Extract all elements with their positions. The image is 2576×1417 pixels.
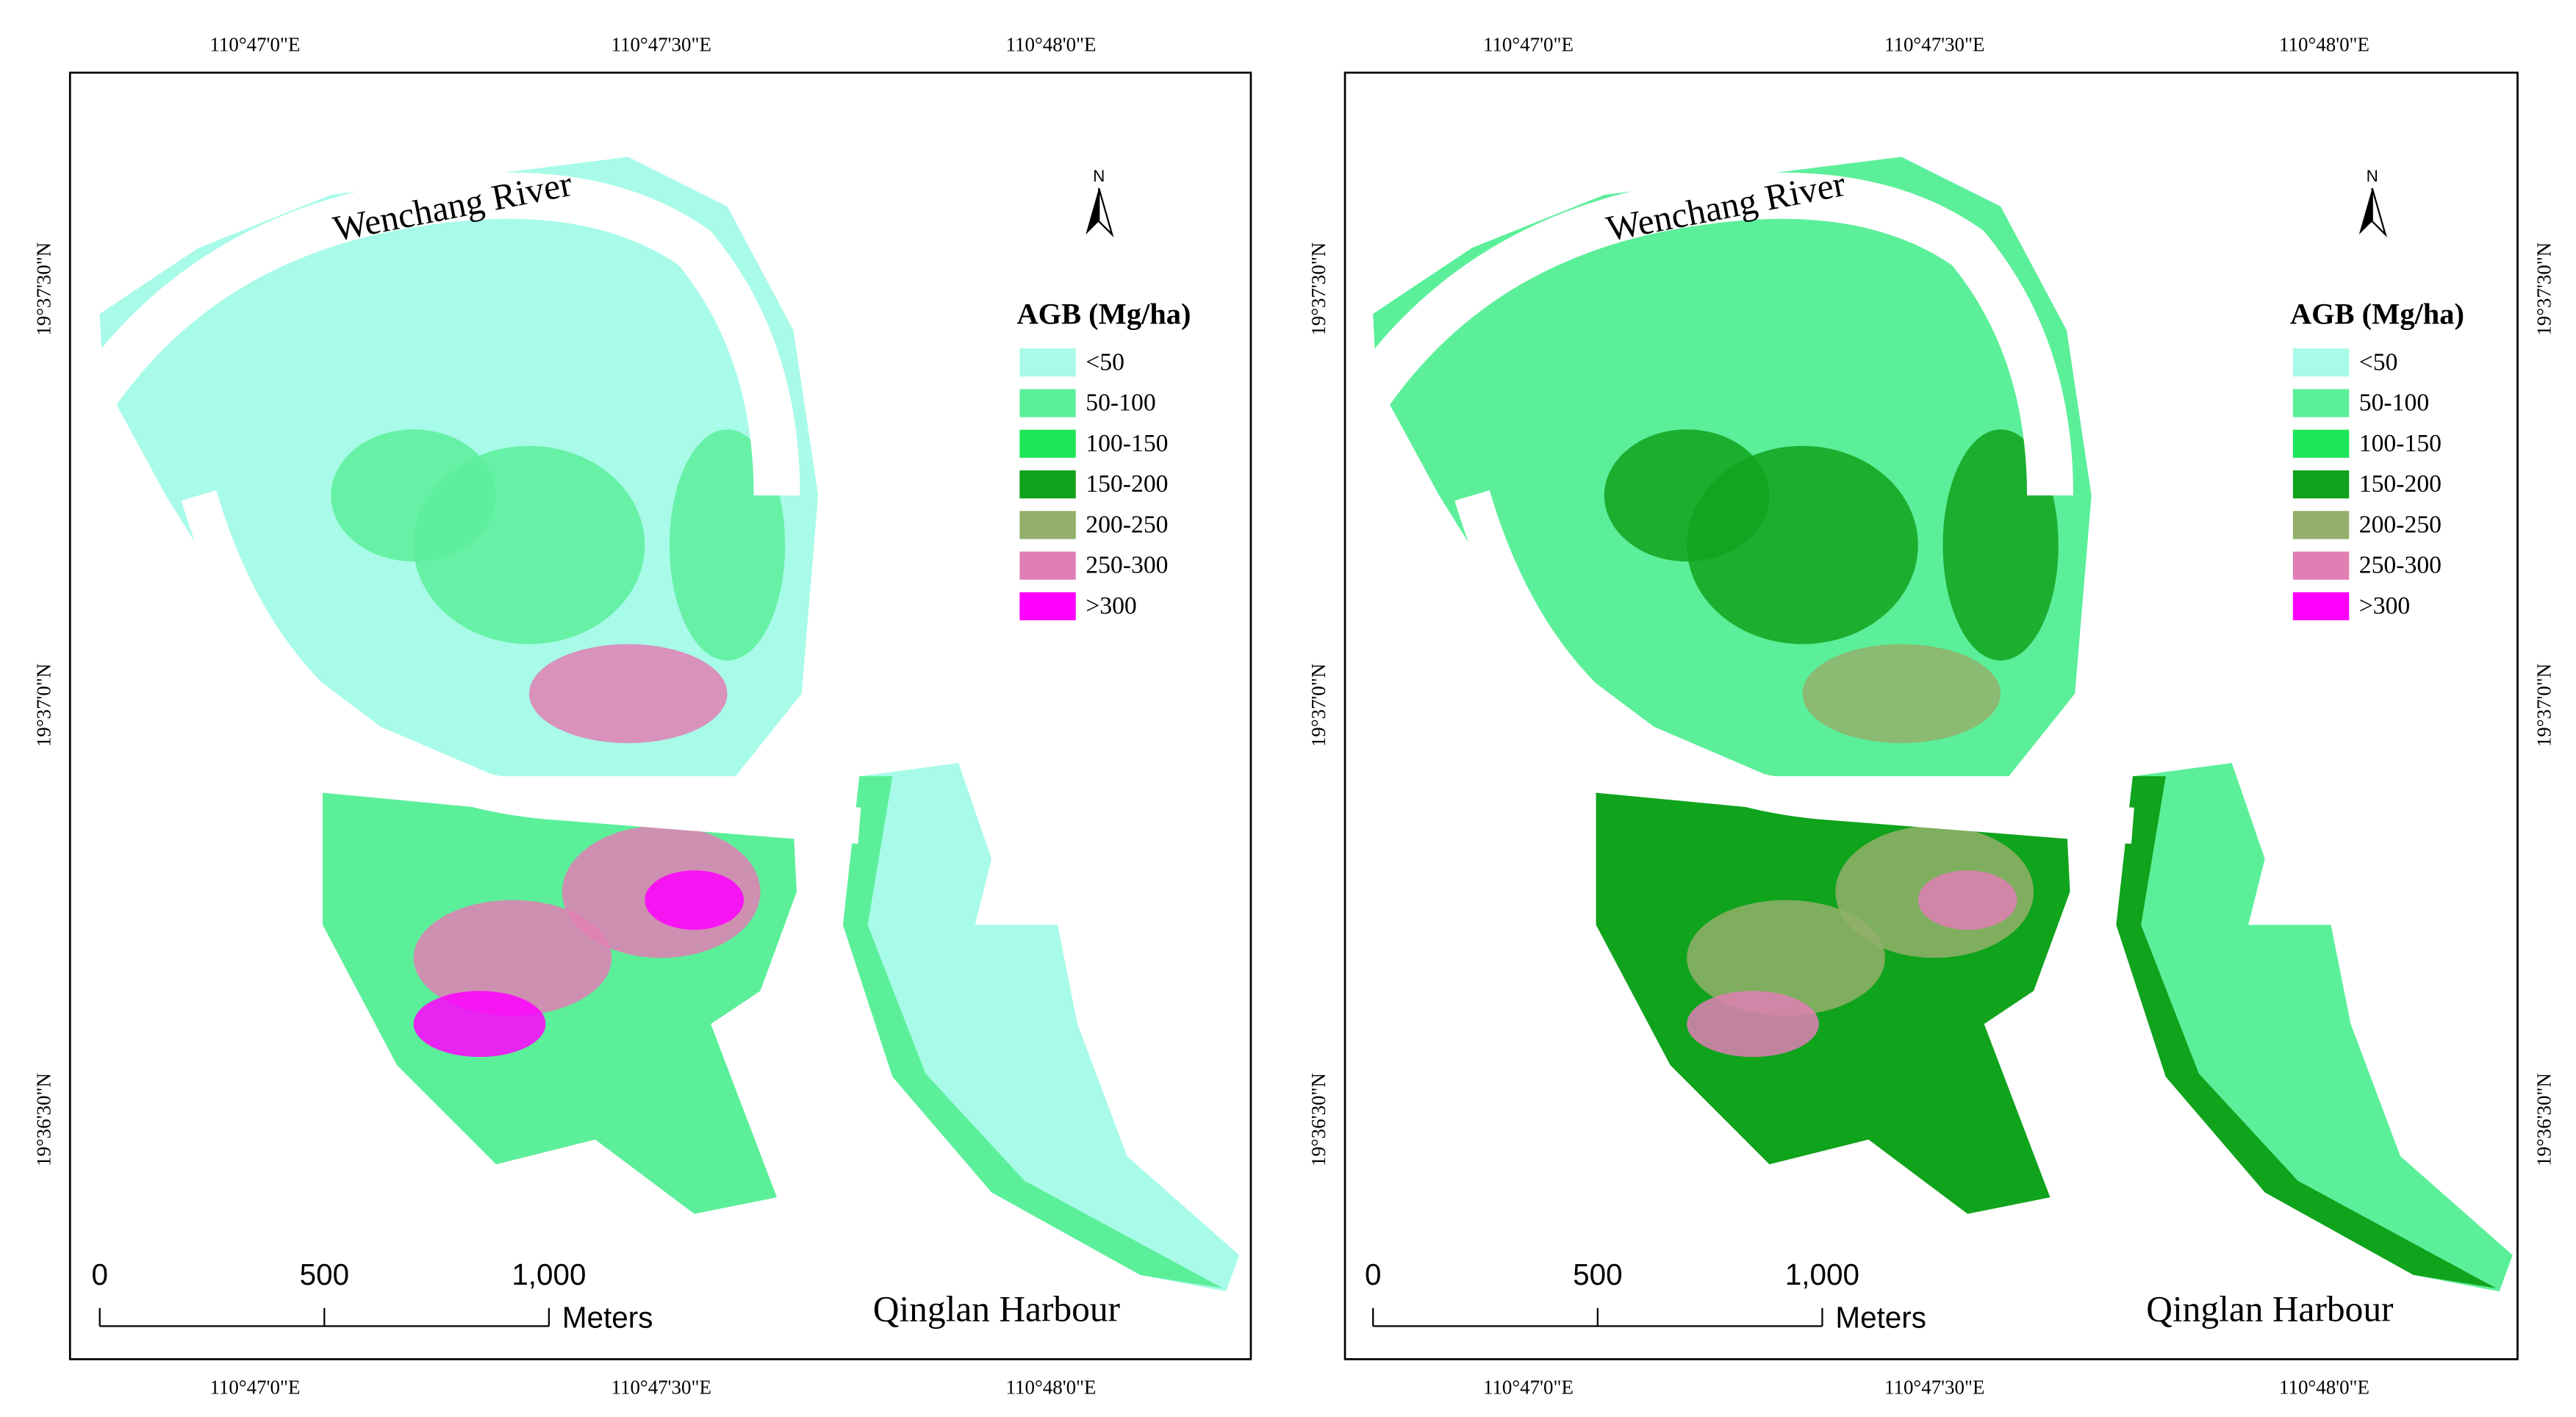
legend-label: 150-200 (1086, 470, 1168, 498)
biomass-patch (413, 991, 546, 1058)
longitude-label: 110°47'30"E (1884, 34, 1984, 56)
legend-title: AGB (Mg/ha) (1016, 297, 1191, 330)
legend-swatch (1019, 348, 1076, 377)
map-panel: 110°47'0"E 110°47'30"E 110°48'0"E 110°47'0"… (32, 34, 1252, 1399)
legend-swatch (1019, 511, 1076, 539)
scale-label: 1,000 (1785, 1258, 1859, 1291)
biomass-patch (528, 644, 728, 744)
map-panel: 110°47'0"E 110°47'30"E 110°48'0"E 110°47'0"… (1307, 34, 2555, 1399)
latitude-label: 19°36'30"N (2533, 1073, 2555, 1166)
north-arrow (2358, 188, 2372, 235)
latitude-label: 19°37'0"N (32, 664, 54, 747)
legend-swatch (1019, 592, 1076, 621)
legend-label: 100-150 (1086, 430, 1168, 457)
biomass-patch (1917, 870, 2017, 930)
north-arrow (1086, 188, 1099, 235)
legend-swatch (2292, 470, 2350, 499)
scale-label: 1,000 (512, 1258, 586, 1291)
legend-swatch (1019, 551, 1076, 580)
scale-label: 0 (91, 1258, 108, 1291)
longitude-label: 110°47'30"E (611, 1377, 711, 1399)
legend-title: AGB (Mg/ha) (2290, 297, 2464, 330)
scale-label: 500 (300, 1258, 349, 1291)
latitude-label: 19°37'30"N (1307, 243, 1330, 336)
map-frame (68, 71, 1252, 1360)
map-frame (1343, 71, 2519, 1360)
legend-swatch (1019, 389, 1076, 417)
legend-label: 250-300 (1086, 552, 1168, 579)
river (181, 490, 861, 844)
legend-label: >300 (1086, 592, 1137, 620)
legend-label: <50 (2359, 348, 2398, 376)
legend-label: <50 (1086, 348, 1124, 376)
legend-label: 200-250 (1086, 511, 1168, 538)
land-area (842, 776, 1223, 1288)
longitude-label: 110°48'0"E (2279, 34, 2369, 56)
latitude-label: 19°37'0"N (2533, 664, 2555, 747)
longitude-label: 110°47'30"E (611, 34, 711, 56)
legend-swatch (2292, 429, 2350, 458)
legend-swatch (2292, 348, 2350, 377)
legend-label: 200-250 (2359, 511, 2442, 538)
latitude-label: 19°36'30"N (32, 1073, 54, 1166)
north-label: N (1093, 167, 1105, 185)
biomass-patch (1687, 900, 1885, 1016)
longitude-label: 110°47'0"E (209, 34, 300, 56)
north-label: N (2367, 167, 2378, 185)
longitude-label: 110°47'0"E (209, 1377, 300, 1399)
land-area (2116, 776, 2497, 1288)
legend-label: >300 (2359, 592, 2411, 620)
longitude-label: 110°47'0"E (1483, 34, 1574, 56)
latitude-label: 19°37'30"N (2533, 243, 2555, 336)
scale-label: 500 (1573, 1258, 1622, 1291)
scale-unit: Meters (562, 1301, 653, 1335)
scale-unit: Meters (1835, 1301, 1926, 1335)
biomass-patch (1687, 991, 1819, 1058)
legend-label: 250-300 (2359, 552, 2442, 579)
river (1337, 172, 2073, 496)
latitude-label: 19°37'30"N (32, 243, 54, 336)
latitude-label: 19°37'0"N (1307, 664, 1330, 747)
north-arrow (1098, 187, 1114, 237)
legend-label: 150-200 (2359, 470, 2442, 498)
longitude-label: 110°48'0"E (1006, 34, 1097, 56)
harbour-label: Qinglan Harbour (873, 1289, 1121, 1330)
biomass-patch (1802, 644, 2001, 744)
longitude-label: 110°47'0"E (1483, 1377, 1574, 1399)
river (63, 172, 800, 496)
legend-swatch (1019, 470, 1076, 499)
legend-swatch (2292, 592, 2350, 621)
scale-label: 0 (1365, 1258, 1381, 1291)
harbour-label: Qinglan Harbour (2146, 1289, 2394, 1330)
legend-label: 50-100 (1086, 390, 1155, 417)
river (1454, 490, 2134, 844)
biomass-patch (331, 429, 497, 562)
legend-label: 100-150 (2359, 430, 2442, 457)
legend-swatch (2292, 551, 2350, 580)
legend-swatch (1019, 429, 1076, 458)
land-area (842, 763, 1240, 1292)
latitude-label: 19°36'30"N (1307, 1073, 1330, 1166)
biomass-patch (413, 900, 612, 1016)
legend-swatch (2292, 511, 2350, 539)
longitude-label: 110°48'0"E (1006, 1377, 1097, 1399)
biomass-patch (1604, 429, 1770, 562)
land-area (2116, 763, 2513, 1292)
north-arrow (2371, 187, 2387, 237)
legend-label: 50-100 (2359, 390, 2429, 417)
biomass-patch (645, 870, 745, 930)
legend-swatch (2292, 389, 2350, 417)
longitude-label: 110°48'0"E (2279, 1377, 2369, 1399)
longitude-label: 110°47'30"E (1884, 1377, 1984, 1399)
